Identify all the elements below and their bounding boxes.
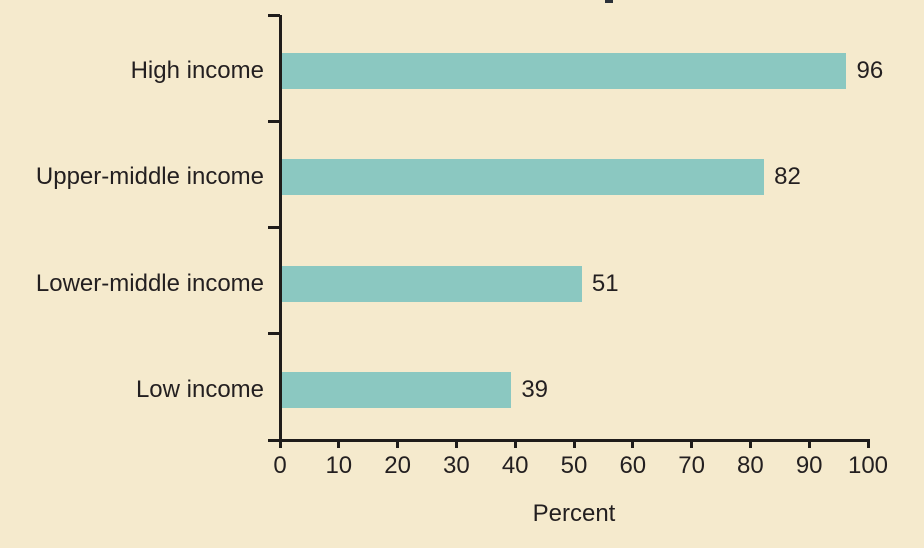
x-axis-tick-label: 90 [795,452,823,479]
x-axis-tick [454,440,458,448]
category-label: Low income [135,375,264,403]
y-axis-category-tick [268,226,280,229]
bar-2 [282,265,582,302]
x-axis-line [268,438,870,442]
x-axis-tick [748,440,752,448]
x-axis-tick-label: 60 [619,452,647,479]
x-axis-tick [513,440,517,448]
x-axis-tick [866,440,870,448]
x-axis-tick-label: 100 [847,452,889,479]
x-axis-tick [631,440,635,448]
x-axis-tick [690,440,694,448]
x-axis-tick-label: 30 [443,452,470,479]
y-axis-category-tick [268,13,280,17]
bar-0 [282,53,847,90]
x-axis-tick-label: 0 [273,452,287,479]
x-axis-tick [807,440,811,448]
bar-value-label: 51 [591,269,619,297]
x-axis-tick-label: 20 [384,452,411,479]
x-axis-title: Percent [532,500,616,527]
bar-3 [282,371,512,408]
x-axis-tick-label: 40 [501,452,529,479]
y-axis-category-tick [268,332,280,336]
x-axis-tick-label: 80 [737,452,764,479]
cropped-title-artifact [605,0,613,3]
x-axis-tick [337,440,341,448]
x-axis-tick-label: 10 [325,452,353,479]
bar-1 [282,159,765,196]
x-axis-tick [278,440,282,448]
category-label: High income [130,57,264,85]
y-axis-category-tick [268,119,280,123]
category-label: Lower-middle income [35,269,264,297]
x-axis-tick-label: 50 [560,452,588,479]
x-axis-tick-label: 70 [678,452,705,479]
bar-value-label: 96 [856,57,884,85]
category-label: Upper-middle income [35,163,264,191]
x-axis-tick [396,440,400,448]
bar-value-label: 82 [774,163,801,191]
y-axis-line [278,15,282,448]
x-axis-tick [572,440,576,448]
bar-value-label: 39 [521,375,549,403]
